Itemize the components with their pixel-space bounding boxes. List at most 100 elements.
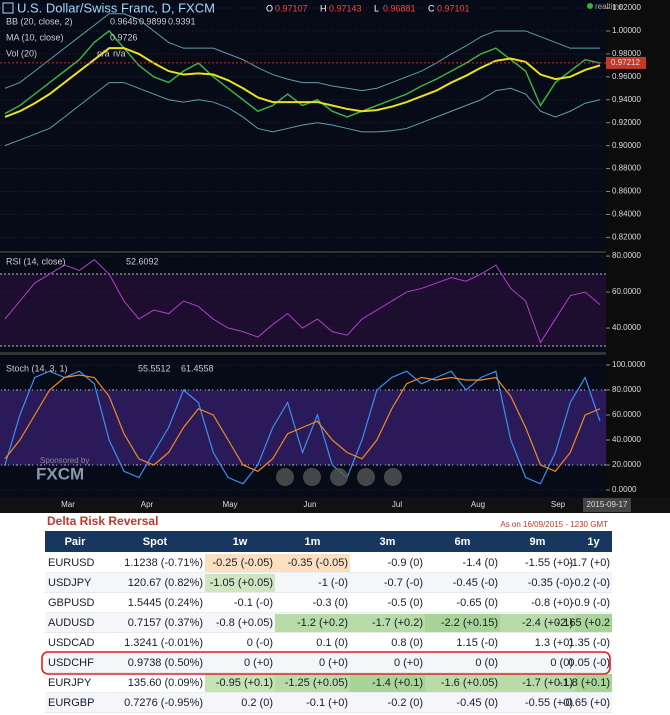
table-cell: 1.35 (-0) — [568, 637, 610, 649]
y-tick-label: 0.96000 — [612, 72, 641, 81]
table-row-bg — [45, 633, 612, 653]
vol-reading: n/a — [97, 48, 110, 58]
y-tick-label: 60.0000 — [612, 410, 641, 419]
table-cell: 0 (+0) — [394, 657, 423, 669]
table-cell: -2.65 (+0.2 — [556, 617, 610, 629]
table-cell: -1.7 (+0.1) — [522, 677, 573, 689]
y-tick-label: 100.0000 — [612, 360, 646, 369]
table-cell: -0.1 (+0) — [306, 697, 348, 709]
cell-shading — [500, 614, 575, 632]
ohlc-value: 0.97107 — [275, 3, 308, 13]
cell-shading — [205, 554, 275, 572]
table-cell: -1.7 (+0) — [568, 557, 610, 569]
table-cell: -0.65 (0) — [456, 597, 498, 609]
rsi-band — [0, 274, 606, 347]
table-cell: -1.55 (+0) — [525, 557, 573, 569]
table-cell: 0 (-0) — [247, 637, 273, 649]
table-row-bg — [45, 693, 612, 713]
table-cell: -2.2 (+0.15) — [441, 617, 498, 629]
pair-cell: EURUSD — [48, 557, 95, 569]
ohlc-key: C — [428, 3, 435, 13]
cell-shading — [575, 674, 612, 692]
table-row-bg — [45, 653, 612, 673]
nav-button[interactable] — [384, 468, 402, 486]
table-cell: -1.4 (0) — [463, 557, 498, 569]
realtime: realtime — [595, 2, 624, 11]
cell-shading — [500, 674, 575, 692]
panel-separator — [0, 251, 670, 253]
bb-reading: 0.9645 — [110, 16, 138, 26]
column-header: Pair — [65, 536, 87, 548]
last-price-label: 0.97212 — [611, 58, 640, 67]
y-tick-label: 0.84000 — [612, 210, 641, 219]
stoch-reading: 61.4558 — [181, 363, 214, 373]
y-tick-label: 0.82000 — [612, 232, 641, 241]
bb-lower — [4, 82, 601, 147]
ma-name: MA (10, close) — [6, 32, 64, 42]
column-header: 9m — [530, 536, 546, 548]
vol-reading: n/a — [113, 48, 126, 58]
y-tick-label: 0.0000 — [612, 485, 637, 494]
nav-button[interactable] — [276, 468, 294, 486]
table-cell: 0 (+0) — [244, 657, 273, 669]
table-cell: 1.15 (-0) — [456, 637, 498, 649]
cell-shading — [350, 674, 425, 692]
y-tick-label: 80.0000 — [612, 251, 641, 260]
y-tick-label: 20.0000 — [612, 460, 641, 469]
stoch-reading: 55.5512 — [138, 363, 171, 373]
table-row-bg — [45, 593, 612, 613]
nav-button[interactable] — [330, 468, 348, 486]
column-header: 3m — [380, 536, 396, 548]
sponsor-label: Sponsored by — [40, 456, 89, 465]
table-title: Delta Risk Reversal — [47, 514, 158, 528]
cell-shading — [425, 614, 500, 632]
pair-cell: USDJPY — [48, 577, 92, 589]
ohlc-value: 0.97101 — [437, 3, 470, 13]
table-cell: 0.1 (0) — [316, 637, 348, 649]
y-tick-label: 80.0000 — [612, 385, 641, 394]
table-cell: -0.45 (0) — [456, 697, 498, 709]
cell-shading — [205, 674, 275, 692]
stoch-line — [4, 374, 601, 472]
table-cell: -1.7 (+0.2) — [372, 617, 423, 629]
table-cell: -1.25 (+0.05) — [285, 677, 348, 689]
table-cell: -0.9 (-0) — [571, 597, 610, 609]
rsi-line — [4, 259, 601, 344]
rsi-reading: 52.6092 — [126, 256, 159, 266]
cell-shading — [350, 614, 425, 632]
table-cell: 0.9738 (0.50%) — [128, 657, 203, 669]
price-line — [4, 29, 601, 118]
price-axis — [606, 0, 670, 497]
table-cell: -0.55 (+0) — [525, 697, 573, 709]
panel-separator — [0, 352, 670, 355]
vol-name: Vol (20) — [6, 48, 37, 58]
table-cell: 0 (0) — [475, 657, 498, 669]
y-tick-label: 60.0000 — [612, 287, 641, 296]
table-cell: -0.7 (-0) — [384, 577, 423, 589]
y-tick-label: 0.86000 — [612, 187, 641, 196]
table-cell: -1.2 (+0.2) — [297, 617, 348, 629]
nav-button[interactable] — [303, 468, 321, 486]
ma-reading: 0.9726 — [110, 32, 138, 42]
ohlc-value: 0.96881 — [383, 3, 416, 13]
table-cell: -0.45 (-0) — [453, 577, 498, 589]
table-cell: 0.8 (0) — [391, 637, 423, 649]
table-cell: -0.8 (+0) — [531, 597, 573, 609]
bb-upper — [4, 13, 600, 92]
table-cell: 0 (0) — [550, 657, 573, 669]
row-highlight — [41, 651, 611, 675]
table-cell: 120.67 (0.82%) — [128, 577, 203, 589]
bb-reading: 0.9391 — [168, 16, 196, 26]
y-tick-label: 40.0000 — [612, 323, 641, 332]
pair-cell: EURGBP — [48, 697, 94, 709]
table-cell: 0.7157 (0.37%) — [128, 617, 203, 629]
pair-cell: AUDUSD — [48, 617, 95, 629]
table-cell: -0.3 (0) — [313, 597, 348, 609]
table-cell: -2.4 (+0.1) — [522, 617, 573, 629]
cell-shading — [205, 574, 275, 592]
column-header: 1w — [233, 536, 248, 548]
y-tick-label: 0.88000 — [612, 164, 641, 173]
ohlc-key: O — [266, 3, 273, 13]
nav-button[interactable] — [357, 468, 375, 486]
